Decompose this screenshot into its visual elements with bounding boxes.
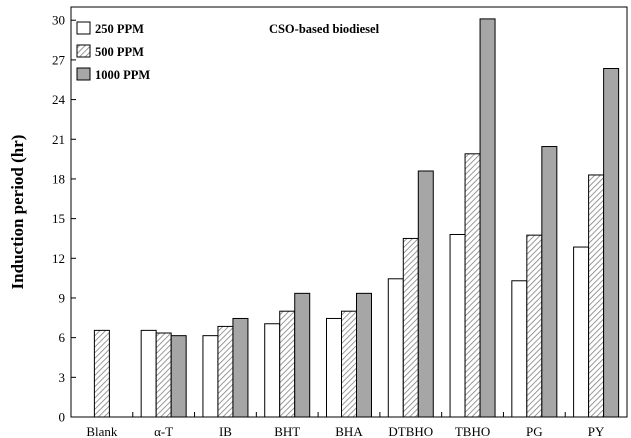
x-tick-label: BHA <box>335 424 363 438</box>
bar-500-ppm <box>464 153 481 418</box>
bar-250-ppm <box>573 246 590 418</box>
legend-swatch-500 <box>76 44 91 58</box>
x-tick-label: IB <box>219 424 232 438</box>
y-tick-label: 18 <box>52 171 65 186</box>
y-tick-label: 9 <box>59 290 66 305</box>
x-tick-label: DTBHO <box>388 424 433 438</box>
legend-label-500: 500 PPM <box>95 45 144 59</box>
x-axis: Blank α-T IB BHT BHA DTBHO TBHO PG PY <box>86 412 605 438</box>
x-tick-label: Blank <box>86 424 118 438</box>
bar-1000-ppm <box>294 292 311 418</box>
legend-label-1000: 1000 PPM <box>95 68 150 82</box>
bar-250-ppm <box>264 323 281 418</box>
bar-1000-ppm <box>479 18 496 418</box>
legend-swatch-250 <box>76 21 91 35</box>
bar-250-ppm <box>202 335 219 418</box>
x-tick-label: BHT <box>274 424 300 438</box>
x-tick-label: TBHO <box>455 424 490 438</box>
y-tick-label: 24 <box>52 92 66 107</box>
bar-250-ppm <box>511 280 528 418</box>
bar-500-ppm <box>217 325 234 418</box>
bar-250-ppm <box>387 278 404 418</box>
bar-1000-ppm <box>170 335 187 418</box>
bar-500-ppm <box>402 237 419 418</box>
y-tick-label: 27 <box>52 52 66 67</box>
y-tick-label: 3 <box>59 370 66 385</box>
bar-250-ppm <box>449 233 466 418</box>
chart-title: CSO-based biodiesel <box>269 22 380 36</box>
bar-500-ppm <box>279 310 296 418</box>
x-tick-label: PY <box>588 424 605 438</box>
bar-500-ppm <box>341 310 357 418</box>
x-tick-label: α-T <box>154 424 173 438</box>
y-axis: 0 3 6 9 12 15 18 21 24 27 30 <box>52 13 76 425</box>
legend: 250 PPM 500 PPM 1000 PPM <box>76 21 150 82</box>
bar-500-ppm <box>526 234 543 418</box>
bar-500-ppm <box>588 174 605 418</box>
bar-1000-ppm <box>356 292 372 418</box>
bar-250-ppm <box>140 329 157 418</box>
bar-500-ppm <box>155 332 172 418</box>
bar-250-ppm <box>326 317 342 418</box>
x-tick-label: PG <box>526 424 543 438</box>
bar-500-ppm <box>93 329 110 418</box>
y-tick-label: 21 <box>52 132 65 147</box>
legend-swatch-1000 <box>76 67 91 81</box>
y-tick-label: 12 <box>52 251 65 266</box>
y-tick-label: 30 <box>52 13 65 28</box>
bars-group <box>93 18 620 418</box>
bar-1000-ppm <box>603 68 620 418</box>
bar-1000-ppm <box>417 170 434 418</box>
y-tick-label: 6 <box>59 330 66 345</box>
y-axis-label: Induction period (hr) <box>8 135 27 290</box>
y-tick-label: 0 <box>59 410 66 425</box>
legend-label-250: 250 PPM <box>95 22 144 36</box>
y-tick-label: 15 <box>52 211 65 226</box>
bar-1000-ppm <box>541 146 558 418</box>
bar-1000-ppm <box>232 317 249 418</box>
